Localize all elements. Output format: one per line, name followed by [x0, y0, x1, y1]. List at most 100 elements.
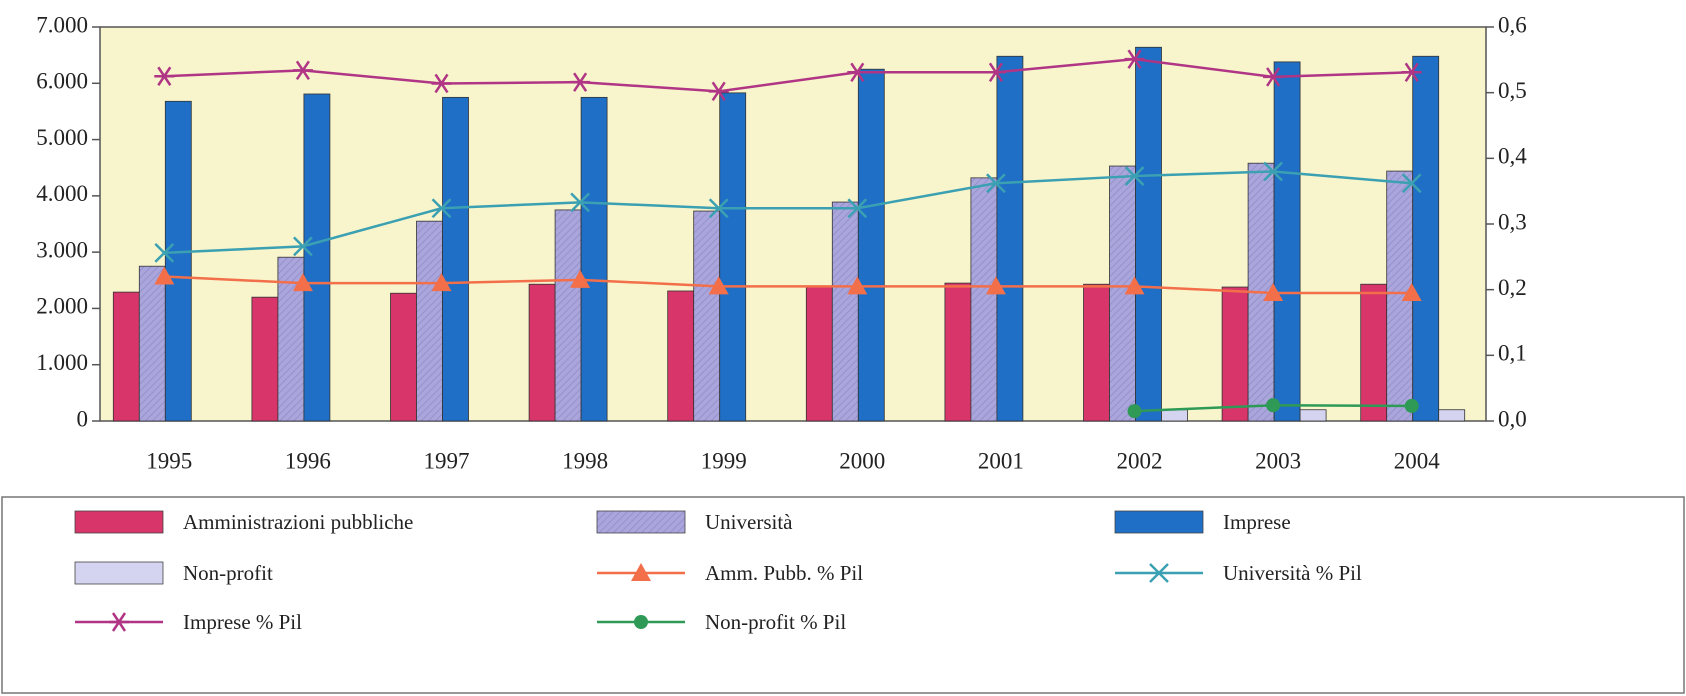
bar	[251, 296, 279, 422]
bar	[1161, 409, 1188, 422]
marker-shape	[111, 612, 127, 632]
marker	[431, 198, 452, 219]
bar	[442, 96, 469, 422]
y-tick-label: 5.000	[36, 125, 88, 150]
legend-box	[1, 496, 1685, 694]
marker	[847, 198, 868, 219]
y-tick-label: 3.000	[36, 237, 88, 262]
bar	[1412, 55, 1440, 422]
marker-shape	[431, 273, 452, 292]
line	[164, 275, 1412, 295]
marker-shape	[986, 173, 1006, 194]
marker	[708, 276, 729, 295]
bar	[667, 290, 695, 422]
marker	[1124, 166, 1145, 186]
x-tick-label: 1998	[562, 448, 608, 473]
legend-swatch	[74, 510, 164, 534]
marker-shape	[1404, 398, 1419, 413]
legend-label: Imprese	[1223, 510, 1291, 534]
marker-shape	[292, 273, 313, 292]
bar	[416, 220, 443, 422]
bar	[857, 68, 885, 422]
marker	[985, 276, 1006, 295]
marker-shape	[1266, 67, 1281, 87]
marker	[1401, 173, 1422, 194]
marker-shape	[154, 266, 175, 285]
marker	[1263, 67, 1284, 87]
bar	[528, 283, 556, 422]
marker	[985, 62, 1006, 83]
marker	[293, 236, 313, 257]
y2-tick-label: 0,6	[1498, 12, 1527, 37]
marker	[570, 192, 590, 213]
bar	[1438, 409, 1466, 422]
y2-tick-label: 0,4	[1498, 144, 1527, 169]
y-tick-label: 6.000	[36, 69, 88, 94]
legend-label: Amm. Pubb. % Pil	[705, 561, 863, 585]
marker	[708, 198, 729, 219]
legend-swatch	[1114, 510, 1204, 534]
marker	[1401, 282, 1422, 301]
legend-marker	[631, 563, 651, 581]
marker-shape	[711, 81, 726, 102]
bar	[1221, 286, 1249, 422]
bar	[805, 286, 833, 422]
marker-shape	[1127, 49, 1142, 69]
marker-shape	[1124, 276, 1145, 295]
bar	[390, 292, 417, 422]
marker	[986, 173, 1006, 194]
bar	[164, 100, 192, 422]
x-tick-label: 1996	[285, 448, 331, 473]
bar	[1083, 283, 1110, 422]
marker	[431, 273, 452, 292]
marker	[847, 62, 868, 83]
y2-tick-label: 0,2	[1498, 275, 1527, 300]
legend-marker	[109, 612, 129, 632]
marker	[154, 266, 175, 285]
bar	[693, 210, 721, 422]
marker	[570, 269, 591, 288]
x-tick-label: 2002	[1117, 448, 1163, 473]
marker	[847, 276, 868, 295]
marker-shape	[1124, 166, 1145, 186]
bar	[719, 92, 747, 422]
bar	[112, 291, 140, 422]
marker-shape	[570, 192, 590, 213]
marker	[570, 72, 591, 92]
marker	[708, 81, 729, 102]
x-tick-label: 1997	[424, 448, 470, 473]
line	[164, 170, 1412, 255]
y-tick-label: 4.000	[36, 181, 88, 206]
y2-tick-label: 0,1	[1498, 341, 1527, 366]
legend-label: Università % Pil	[1223, 561, 1362, 585]
marker-shape	[1401, 282, 1422, 301]
legend-label: Università	[705, 510, 793, 534]
marker-shape	[154, 243, 175, 263]
marker	[292, 273, 313, 292]
bar	[1135, 46, 1162, 422]
marker	[1124, 276, 1145, 295]
bar	[970, 177, 998, 422]
x-tick-label: 1999	[701, 448, 747, 473]
marker-shape	[293, 236, 313, 257]
y-tick-label: 1.000	[36, 350, 88, 375]
x-tick-label: 2003	[1255, 448, 1301, 473]
bar	[996, 55, 1024, 422]
legend-marker	[1149, 563, 1169, 583]
marker	[1404, 398, 1419, 413]
legend-swatch	[74, 561, 164, 585]
marker-shape	[631, 563, 651, 581]
bar	[1299, 409, 1327, 422]
x-tick-label: 1995	[146, 448, 192, 473]
marker	[1266, 398, 1281, 413]
marker	[1263, 282, 1284, 301]
marker	[154, 66, 175, 86]
marker-shape	[431, 198, 452, 219]
marker-shape	[634, 615, 648, 629]
marker-shape	[1263, 282, 1284, 301]
marker-shape	[1401, 173, 1422, 194]
marker-shape	[1149, 563, 1169, 583]
x-tick-label: 2000	[839, 448, 885, 473]
bar	[944, 282, 972, 422]
marker-shape	[1127, 404, 1142, 419]
